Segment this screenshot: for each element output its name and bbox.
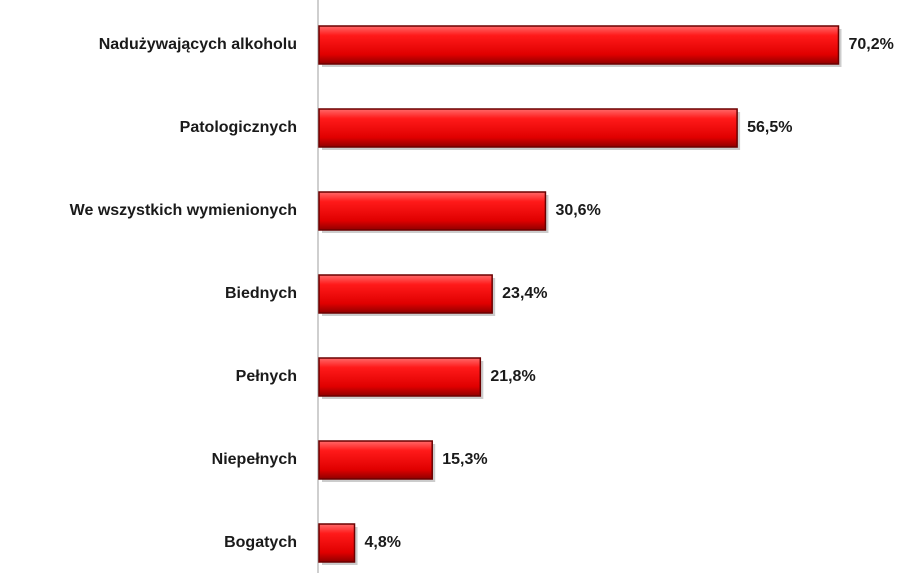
category-label: Pełnych [236,368,297,385]
bar [318,191,547,231]
value-label: 30,6% [555,202,600,219]
category-label: Biednych [225,285,297,302]
bar [318,25,840,65]
bar [318,108,738,148]
category-label: Patologicznych [180,119,297,136]
value-label: 4,8% [365,534,401,551]
category-label: Niepełnych [212,451,297,468]
bar [318,440,433,480]
category-label: We wszystkich wymienionych [70,202,297,219]
category-label: Bogatych [224,534,297,551]
value-label: 23,4% [502,285,547,302]
category-label: Nadużywających alkoholu [99,36,297,53]
bar [318,523,356,563]
value-label: 15,3% [442,451,487,468]
value-label: 21,8% [490,368,535,385]
bar [318,357,482,397]
value-label: 70,2% [848,36,893,53]
bar [318,274,493,314]
value-label: 56,5% [747,119,792,136]
